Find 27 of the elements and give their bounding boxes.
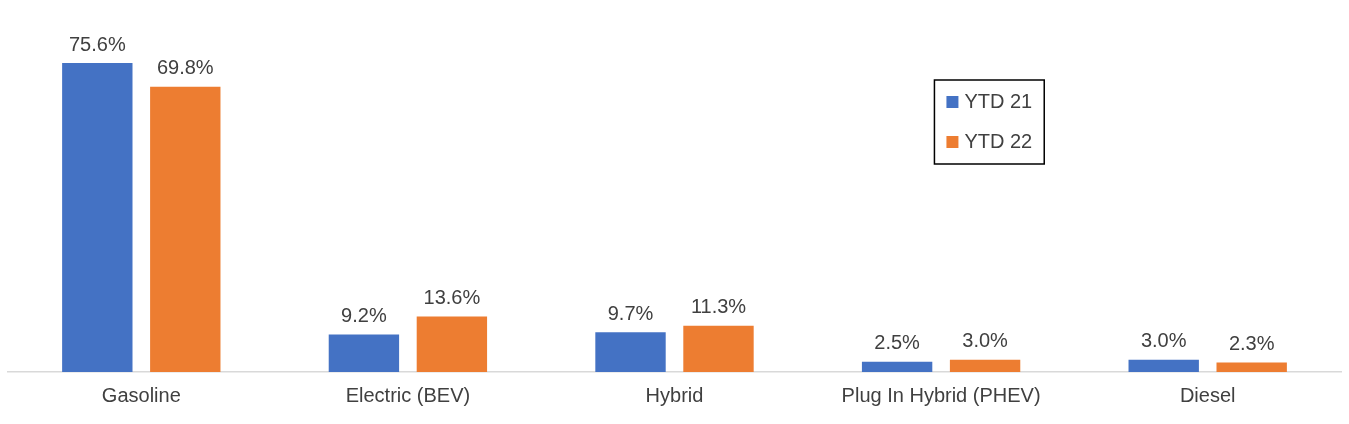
data-label: 3.0% bbox=[962, 329, 1009, 352]
bar bbox=[62, 62, 133, 372]
x-tick-label: Gasoline bbox=[101, 383, 181, 406]
x-tick-label: Hybrid bbox=[645, 383, 704, 406]
x-tick-label: Diesel bbox=[1179, 383, 1236, 406]
data-label: 11.3% bbox=[690, 295, 747, 318]
data-label: 13.6% bbox=[423, 285, 481, 308]
data-label: 9.2% bbox=[341, 303, 387, 326]
data-label: 3.0% bbox=[1140, 329, 1187, 352]
bar bbox=[1128, 359, 1199, 372]
bar bbox=[683, 325, 754, 372]
legend-label: YTD 22 bbox=[964, 129, 1033, 152]
x-tick-label: Plug In Hybrid (PHEV) bbox=[841, 383, 1041, 406]
bar bbox=[328, 334, 400, 372]
data-label: 2.3% bbox=[1228, 332, 1275, 355]
data-label: 75.6% bbox=[68, 32, 126, 55]
bar bbox=[949, 359, 1021, 372]
data-label: 2.5% bbox=[874, 331, 921, 354]
x-tick-label: Electric (BEV) bbox=[345, 383, 471, 406]
bar bbox=[861, 361, 933, 372]
data-label: 69.8% bbox=[156, 56, 214, 79]
legend-label: YTD 21 bbox=[964, 89, 1033, 112]
bar bbox=[1216, 362, 1287, 372]
bar bbox=[150, 86, 221, 372]
bar bbox=[416, 316, 488, 372]
data-label: 9.7% bbox=[607, 301, 654, 324]
bar bbox=[595, 332, 666, 372]
